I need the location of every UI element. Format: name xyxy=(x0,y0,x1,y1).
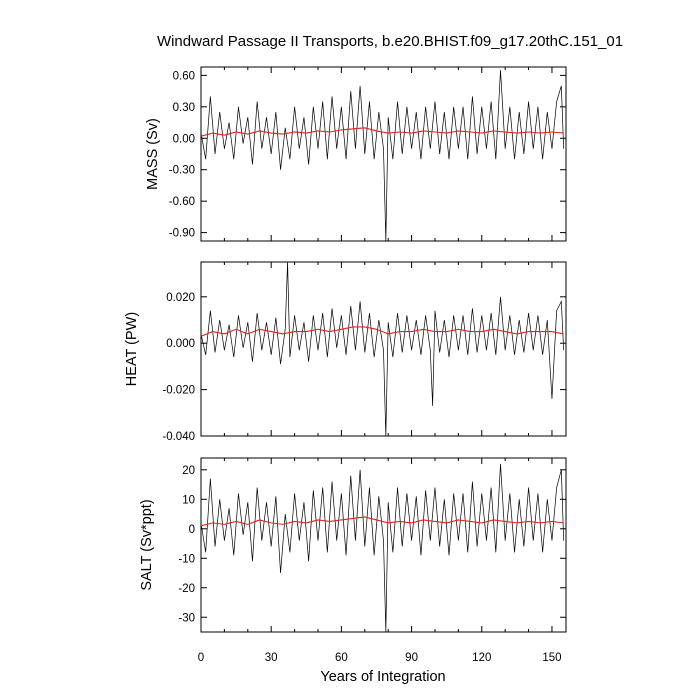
panel-mass-series-smoothed-line xyxy=(200,127,564,137)
y-tick-label: -0.040 xyxy=(162,431,195,443)
panel-heat-y-ticks: 0.020 0.000 -0.020 -0.040 xyxy=(162,292,566,443)
panel-salt-series-raw-line xyxy=(200,463,565,633)
panel-mass-series xyxy=(200,70,565,242)
y-tick-label: -10 xyxy=(178,553,195,565)
x-tick-label: 30 xyxy=(265,652,278,664)
y-tick-label: -30 xyxy=(178,612,195,624)
chart-title: Windward Passage II Transports, b.e20.BH… xyxy=(157,33,623,50)
panel-salt-series-smoothed-line xyxy=(200,516,564,527)
x-tick-label: 0 xyxy=(198,652,204,664)
panel-heat-series-smoothed-line xyxy=(200,326,564,337)
x-tick-label: 150 xyxy=(542,652,561,664)
y-tick-label: 0.000 xyxy=(166,338,195,350)
x-tick-label: 120 xyxy=(472,652,491,664)
y-tick-label: 0.60 xyxy=(173,70,195,82)
y-tick-label: 0.30 xyxy=(173,102,195,114)
y-tick-label: 10 xyxy=(182,494,195,506)
x-tick-label: 60 xyxy=(335,652,348,664)
panel-heat: 0.020 0.000 -0.020 -0.040 HEAT (PW) xyxy=(124,261,567,443)
panel-heat-frame xyxy=(200,261,567,437)
panel-salt-series xyxy=(200,463,565,633)
x-tick-label: 90 xyxy=(405,652,418,664)
y-tick-label: 0 xyxy=(189,524,195,536)
y-tick-label: -0.020 xyxy=(162,385,195,397)
panel-heat-series xyxy=(200,261,565,437)
panel-heat-series-raw-line xyxy=(200,261,565,437)
panel-salt-y-ticks: 20 10 0 -10 -20 -30 xyxy=(178,465,566,624)
panel-salt-x-ticks xyxy=(200,458,553,632)
panel-heat-x-ticks xyxy=(200,262,553,436)
panel-mass-series-raw-line xyxy=(200,70,565,242)
y-tick-label: -0.30 xyxy=(169,165,195,177)
panel-mass-y-ticks: 0.60 0.30 0.00 -0.30 -0.60 -0.90 xyxy=(169,70,566,240)
y-tick-label: 20 xyxy=(182,465,195,477)
panel-mass: 0.60 0.30 0.00 -0.30 -0.60 -0.90 MASS (Sv) xyxy=(145,66,567,242)
panel-heat-y-label: HEAT (PW) xyxy=(124,312,140,386)
panel-mass-x-ticks xyxy=(200,67,553,241)
panel-salt-y-label: SALT (Sv*ppt) xyxy=(139,499,155,590)
y-tick-label: 0.020 xyxy=(166,292,195,304)
y-tick-label: -20 xyxy=(178,583,195,595)
x-tick-labels: 0 30 60 90 120 150 xyxy=(198,652,562,664)
y-tick-label: -0.90 xyxy=(169,228,195,240)
panel-salt: 20 10 0 -10 -20 -30 SALT (Sv*ppt) xyxy=(139,457,567,633)
y-tick-label: -0.60 xyxy=(169,196,195,208)
panel-mass-frame xyxy=(200,66,567,242)
y-tick-label: 0.00 xyxy=(173,133,195,145)
x-axis-label: Years of Integration xyxy=(320,669,445,685)
panel-salt-frame xyxy=(200,457,567,633)
panel-mass-y-label: MASS (Sv) xyxy=(145,118,161,190)
